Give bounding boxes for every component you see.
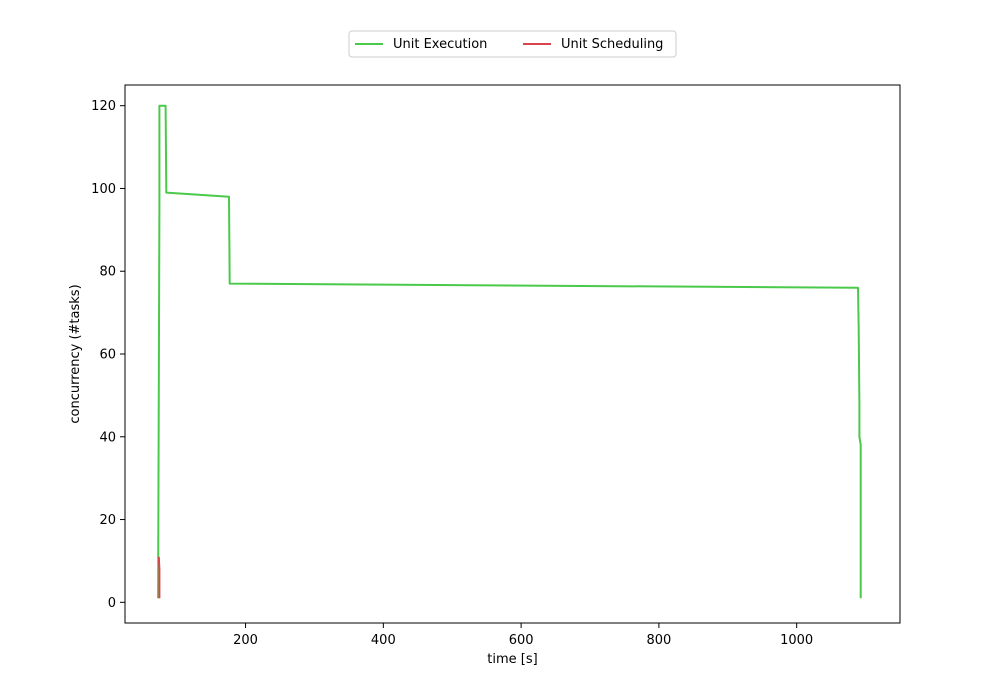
y-tick-label: 60 bbox=[99, 348, 116, 363]
y-tick-label: 100 bbox=[91, 182, 116, 197]
x-tick-label: 1000 bbox=[780, 633, 813, 648]
y-axis-label: concurrency (#tasks) bbox=[68, 284, 83, 423]
y-tick-label: 0 bbox=[108, 596, 116, 611]
x-axis: 200 400 600 800 1000 bbox=[233, 623, 813, 648]
series-layer bbox=[157, 104, 862, 599]
y-tick-label: 20 bbox=[99, 513, 116, 528]
y-tick-label: 40 bbox=[99, 430, 116, 445]
legend-box bbox=[348, 30, 677, 58]
series-line-unit-execution bbox=[157, 104, 862, 599]
x-tick-label: 400 bbox=[371, 633, 396, 648]
legend-label-unit-scheduling: Unit Scheduling bbox=[561, 37, 663, 52]
plot-area bbox=[125, 85, 900, 623]
y-tick-label: 80 bbox=[99, 265, 116, 280]
legend: Unit Execution Unit Scheduling bbox=[348, 30, 677, 58]
series-line-unit-scheduling bbox=[157, 556, 161, 599]
y-tick-label: 120 bbox=[91, 99, 116, 114]
legend-label-unit-execution: Unit Execution bbox=[393, 37, 487, 52]
x-tick-label: 600 bbox=[509, 633, 534, 648]
x-tick-label: 200 bbox=[233, 633, 258, 648]
x-axis-label: time [s] bbox=[487, 652, 537, 667]
y-axis: 0 20 40 60 80 100 120 bbox=[91, 99, 125, 611]
x-tick-label: 800 bbox=[646, 633, 671, 648]
